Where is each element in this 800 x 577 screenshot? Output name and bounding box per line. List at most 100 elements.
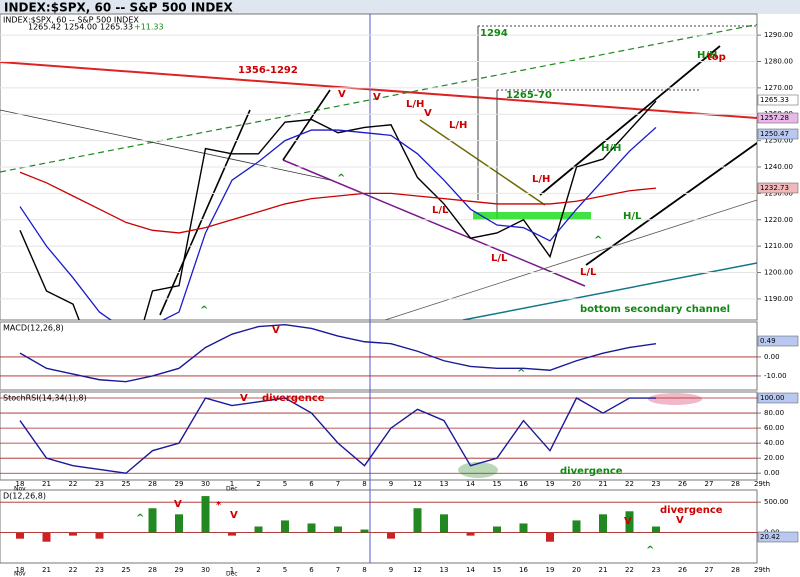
x-tick-label: 23 (95, 566, 104, 574)
bar (466, 532, 475, 536)
value-marker (757, 182, 799, 194)
panel-label: StochRSI(14,34(1),8) (3, 394, 87, 403)
bar (175, 514, 183, 533)
trendlines (0, 23, 757, 320)
x-tick-label: 18 (16, 480, 25, 488)
annotation: V (373, 92, 381, 103)
bar (625, 511, 634, 533)
bar (546, 532, 554, 542)
x-tick-label: 29th (754, 566, 770, 574)
y-tick-label: -10.00 (764, 372, 787, 380)
highlight (648, 393, 702, 405)
x-tick-label: 26 (678, 480, 687, 488)
annotation: 1265-70 (506, 90, 552, 101)
x-tick-label: 26 (678, 566, 687, 574)
x-tick-label: 8 (362, 480, 366, 488)
annotation: V (240, 393, 248, 404)
header-value: 1265.42 (28, 23, 61, 32)
value-marker-label: 20.42 (760, 533, 780, 541)
x-tick-label: 14 (466, 480, 475, 488)
x-tick-label: 29th (754, 480, 770, 488)
x-tick-label: 22 (69, 480, 78, 488)
bar (69, 532, 77, 536)
x-tick-label: 29 (175, 480, 184, 488)
x-tick-label: 23 (652, 480, 661, 488)
x-tick-label: 22 (625, 480, 634, 488)
annotation: V (676, 515, 684, 526)
x-tick-label: 21 (42, 480, 51, 488)
value-marker (757, 335, 799, 347)
x-tick-label: 21 (42, 566, 51, 574)
annotation: top (707, 52, 726, 63)
y-tick-label: 0.00 (764, 469, 780, 477)
value-marker-label: 1250.47 (760, 130, 789, 138)
bar (440, 514, 448, 533)
value-marker (757, 392, 799, 404)
x-tick-label: 19 (546, 480, 555, 488)
x-tick-label: 7 (336, 480, 340, 488)
x-tick-label: 22 (625, 566, 634, 574)
annotation: ^ (594, 235, 602, 246)
chart-title: INDEX:$SPX, 60 -- S&P 500 INDEX (4, 1, 233, 15)
value-marker (757, 128, 799, 140)
x-tick-label: 13 (440, 480, 449, 488)
x-tick-label: 28 (148, 480, 157, 488)
y-tick-label: 1190.00 (764, 295, 793, 303)
x-tick-label: 21 (599, 566, 608, 574)
highlight (458, 462, 498, 478)
annotation: H/H (601, 143, 621, 154)
bar (387, 532, 395, 539)
value-marker (757, 94, 799, 106)
x-tick-label: 20 (572, 566, 581, 574)
annotation: H/H (697, 50, 717, 61)
x-tick-label: 30 (201, 566, 210, 574)
bar (334, 526, 342, 533)
y-tick-label: 1250.00 (764, 137, 793, 145)
month-label: Nov (14, 486, 26, 493)
value-marker-label: 1265.33 (760, 96, 789, 104)
panel (0, 323, 757, 383)
annotation: divergence (560, 466, 623, 477)
annotation: divergence (660, 505, 723, 516)
x-tick-label: 9 (389, 566, 393, 574)
annotation: V (174, 499, 182, 510)
annotation: V (338, 89, 346, 100)
header-value: 1265.33 (100, 23, 133, 32)
panel (0, 397, 757, 474)
y-tick-label: 80.00 (764, 409, 784, 417)
series-line (19, 397, 656, 474)
x-tick-label: 21 (599, 480, 608, 488)
bar (493, 526, 501, 533)
header-value: +11.33 (134, 23, 164, 32)
annotation: L/H (406, 99, 424, 110)
annotation: L/H (532, 174, 550, 185)
y-tick-label: 1220.00 (764, 216, 793, 224)
x-tick-label: 1 (230, 480, 234, 488)
x-tick-label: 30 (201, 480, 210, 488)
bar (413, 508, 422, 533)
bar (599, 514, 607, 533)
annotation: bottom secondary channel (580, 304, 730, 315)
annotation: L/H (449, 120, 467, 131)
y-tick-label: 1230.00 (764, 189, 793, 197)
annotation: ^ (200, 305, 208, 316)
x-tick-label: 2 (256, 480, 260, 488)
x-tick-label: 27 (705, 566, 714, 574)
x-tick-label: 23 (95, 480, 104, 488)
x-tick-label: 12 (413, 566, 422, 574)
value-marker (757, 112, 799, 124)
annotation: * (216, 500, 222, 511)
x-tick-label: 1 (230, 566, 234, 574)
y-tick-label: 500.00 (764, 498, 789, 506)
x-tick-label: 19 (546, 566, 555, 574)
x-tick-label: 8 (362, 566, 366, 574)
x-tick-label: 14 (466, 566, 475, 574)
bar (148, 508, 157, 533)
x-tick-label: 25 (122, 480, 131, 488)
annotation: L/L (432, 205, 449, 216)
month-label: Dec (226, 486, 238, 493)
annotation: V (230, 510, 238, 521)
bar (201, 496, 210, 533)
bar (254, 526, 263, 533)
